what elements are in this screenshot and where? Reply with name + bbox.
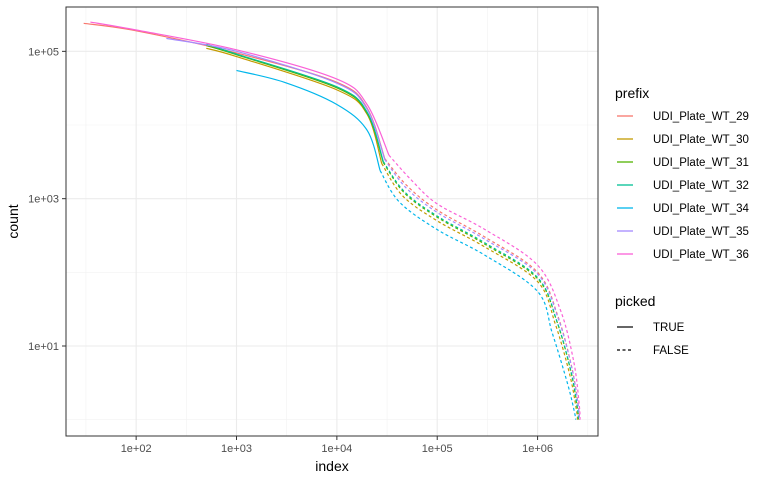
- series-line-udi-plate-wt-30-false: [381, 163, 579, 420]
- legend-label: UDI_Plate_WT_34: [653, 203, 749, 215]
- x-axis-title: index: [315, 458, 348, 474]
- legend-label: UDI_Plate_WT_30: [653, 134, 749, 146]
- legend: prefix picked UDI_Plate_WT_29 UDI_Plate_W…: [615, 85, 749, 357]
- x-tick-label: 1e+05: [422, 443, 453, 455]
- series-line-udi-plate-wt-35-false: [384, 159, 580, 420]
- x-tick-label: 1e+03: [221, 443, 252, 455]
- plot-series: [83, 21, 581, 420]
- x-tick-label: 1e+04: [321, 443, 352, 455]
- legend-label: UDI_Plate_WT_31: [653, 157, 749, 169]
- legend-title-picked: picked: [615, 293, 655, 309]
- legend-label: TRUE: [653, 322, 685, 334]
- axes: 1e+02 1e+03 1e+04 1e+05 1e+06 1e+01 1e+03 1e+05: [28, 46, 553, 455]
- y-axis-title: count: [5, 204, 21, 238]
- legend-label: UDI_Plate_WT_29: [653, 111, 749, 123]
- series-line-udi-plate-wt-35-true: [166, 37, 386, 160]
- series-line-udi-plate-wt-32-false: [382, 161, 579, 420]
- x-tick-label: 1e+02: [121, 443, 152, 455]
- legend-label: UDI_Plate_WT_32: [653, 180, 749, 192]
- series-line-udi-plate-wt-34-true: [236, 69, 381, 171]
- y-tick-label: 1e+03: [28, 194, 59, 206]
- y-tick-label: 1e+01: [28, 341, 59, 353]
- legend-label: UDI_Plate_WT_35: [653, 226, 749, 238]
- series-line-udi-plate-wt-32-true: [206, 43, 384, 162]
- series-line-udi-plate-wt-34-false: [379, 170, 577, 420]
- legend-label: FALSE: [653, 345, 689, 357]
- x-tick-label: 1e+06: [522, 443, 553, 455]
- legend-label: UDI_Plate_WT_36: [653, 249, 749, 261]
- legend-title-prefix: prefix: [615, 85, 649, 101]
- series-line-udi-plate-wt-36-true: [90, 21, 390, 156]
- series-line-udi-plate-wt-29-false: [384, 158, 580, 420]
- y-tick-label: 1e+05: [28, 46, 59, 58]
- panel-border: [65, 6, 599, 437]
